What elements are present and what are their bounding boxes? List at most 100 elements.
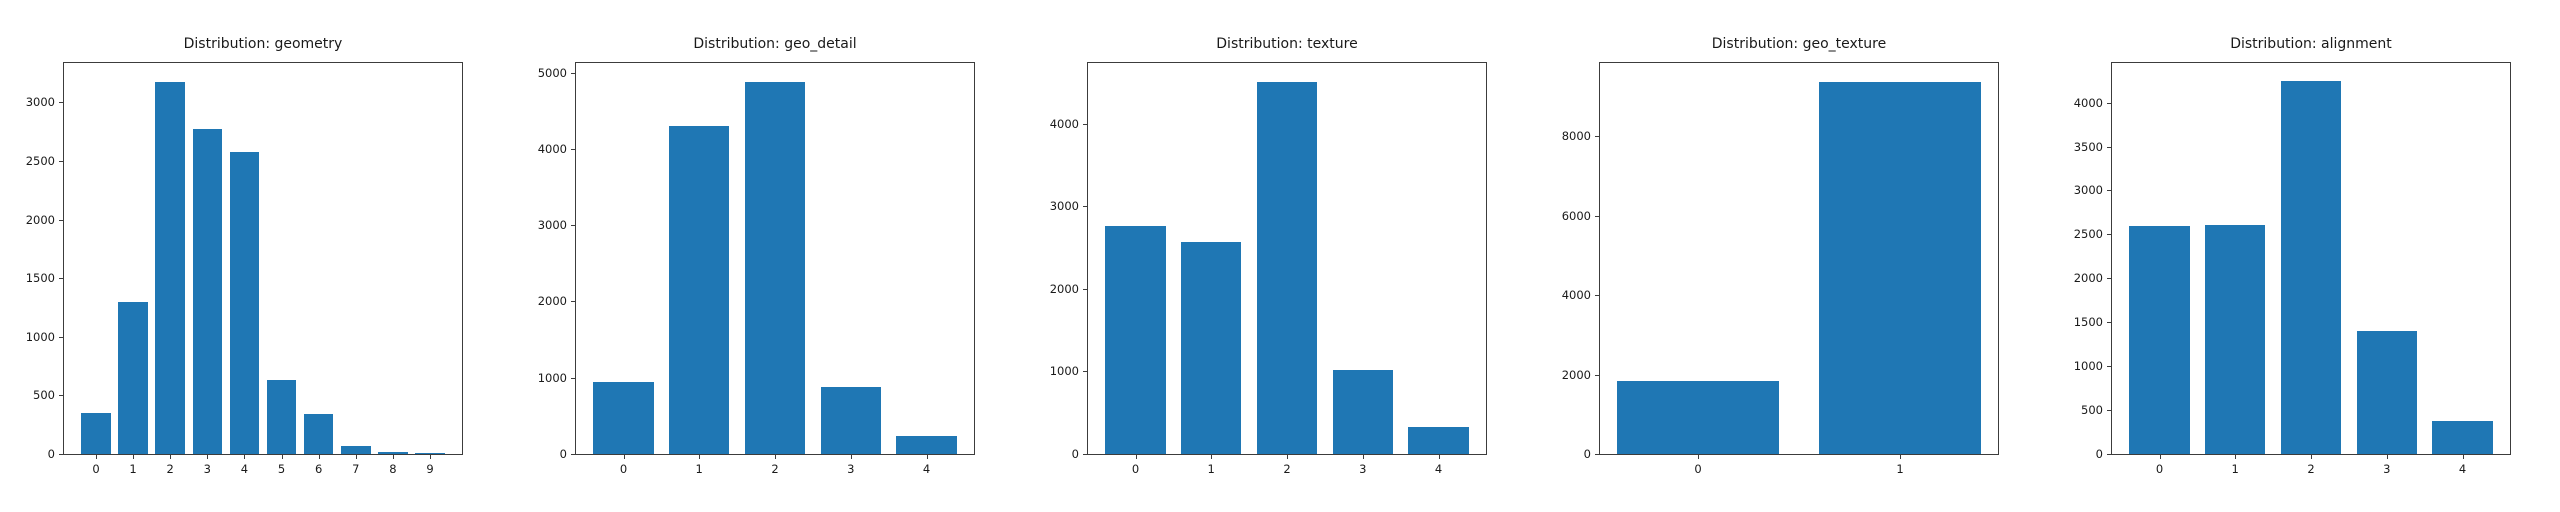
x-tick-label: 0 [92,462,100,476]
y-tick-mark [1083,454,1087,455]
x-tick-mark [1698,455,1699,459]
plot-box [1087,62,1487,455]
y-tick-label: 4000 [537,141,567,156]
x-tick-label: 5 [277,462,286,476]
x-tick-label: 3 [2383,462,2391,476]
bar [378,452,408,454]
x-tick-label: 2 [166,462,174,476]
x-tick-mark [623,455,625,459]
y-tick-label: 2500 [2073,227,2103,242]
bar [229,152,260,454]
chart-alignment: Distribution: alignment 0 1 2 3 4 0 500 1000 150… [2048,0,2560,512]
y-tick-label: 2000 [25,212,55,227]
y-tick-label: 5000 [537,65,567,80]
x-tick-label: 0 [2155,462,2164,476]
x-tick-mark [2235,455,2237,459]
bar [155,82,186,454]
bar [1617,381,1779,454]
x-tick-label: 4 [1434,462,1443,476]
bar [668,126,730,454]
y-tick-mark [2107,278,2111,280]
x-tick-mark [1362,455,1364,459]
y-tick-label: 0 [2095,447,2103,461]
x-tick-mark [1900,455,1901,459]
x-tick-mark [2159,455,2161,459]
x-tick-mark [355,455,357,459]
chart-geo-detail: Distribution: geo_detail 0 1 2 3 4 0 1000 2000 3… [512,0,1024,512]
x-tick-label: 4 [240,462,249,476]
plot-box [63,62,463,455]
bar [1180,242,1242,454]
y-tick-label: 1500 [25,271,55,286]
y-tick-label: 4000 [2073,95,2103,110]
x-tick-mark [430,455,431,459]
chart-title: Distribution: geo_detail [693,36,857,52]
y-tick-label: 2000 [537,294,567,309]
x-tick-label: 1 [129,462,137,476]
y-tick-label: 3500 [2073,139,2103,154]
x-tick-label: 3 [203,462,211,476]
bar [1105,226,1166,454]
y-tick-mark [2107,322,2111,324]
x-tick-mark [926,455,928,459]
x-tick-mark [170,455,172,459]
x-tick-label: 1 [695,462,703,476]
chart-title: Distribution: texture [1216,36,1358,52]
y-tick-mark [1595,295,1599,297]
x-tick-label: 0 [619,462,628,476]
x-tick-mark [2311,455,2312,459]
y-tick-mark [59,219,63,221]
y-tick-mark [59,395,63,397]
plot-box [1599,62,1999,455]
x-tick-label: 2 [771,462,779,476]
y-tick-label: 3000 [25,95,55,110]
y-tick-mark [571,377,575,379]
plot-box [575,62,975,455]
chart-title: Distribution: alignment [2230,36,2392,52]
y-tick-label: 4000 [1561,288,1591,303]
bar [820,387,882,454]
y-tick-label: 500 [2081,403,2103,418]
bars-layer [1536,0,2048,512]
bar [1819,82,1981,454]
y-tick-label: 8000 [1561,129,1591,144]
y-tick-mark [1595,215,1599,217]
y-tick-mark [571,301,575,303]
bar [744,82,806,454]
bar [1256,82,1318,454]
bar [2129,226,2190,454]
bars-layer [512,0,1024,512]
bar [2356,331,2418,454]
y-tick-mark [2107,366,2111,368]
bar [1332,370,1394,454]
x-tick-mark [207,455,209,459]
y-tick-label: 2500 [25,153,55,168]
y-tick-label: 1500 [2073,315,2103,330]
y-tick-mark [2107,410,2111,412]
bars-layer [2048,0,2560,512]
bar [303,414,334,454]
bar [266,380,297,454]
x-tick-label: 1 [1896,462,1904,476]
y-tick-mark [59,454,63,455]
y-tick-mark [571,148,575,150]
x-tick-label: 4 [922,462,931,476]
y-tick-label: 6000 [1561,208,1591,223]
y-tick-mark [1083,123,1087,125]
bar [192,129,223,454]
x-tick-mark [318,455,320,459]
y-tick-label: 0 [1583,447,1591,461]
y-tick-mark [2107,190,2111,192]
chart-title: Distribution: geometry [183,36,343,52]
chart-geometry: Distribution: geometry 0 1 2 3 4 5 6 7 8 9 0 500 100… [0,0,512,512]
y-tick-mark [571,225,575,227]
y-tick-mark [59,102,63,104]
x-tick-label: 9 [426,462,434,476]
x-tick-mark [699,455,701,459]
chart-title: Distribution: geo_texture [1711,36,1887,52]
y-tick-label: 3000 [2073,183,2103,198]
x-tick-mark [1287,455,1288,459]
x-tick-mark [96,455,97,459]
bar [2280,81,2342,454]
